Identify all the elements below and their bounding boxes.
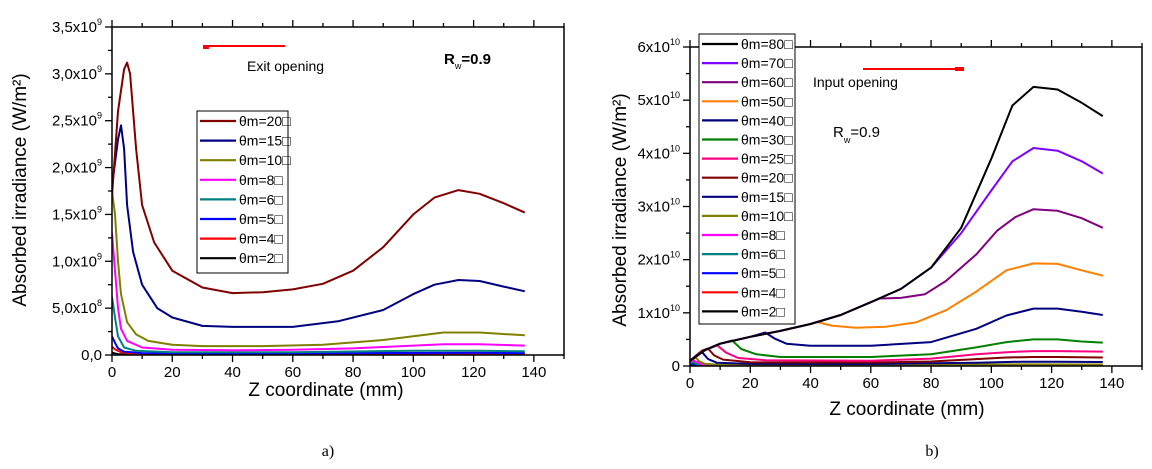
chart-panel-a: 0 20 40 60 80 100 120 140 0,0 5,0x108 1,0x109 1,5x1… (10, 17, 565, 460)
legend-label-b-13: θm=4□ (741, 284, 785, 300)
legend-label-b-0: θm=80□ (741, 36, 793, 52)
rw-value-a: =0.9 (461, 51, 491, 68)
legend-label-b-10: θm=8□ (741, 227, 785, 243)
legend-label-b-11: θm=6□ (741, 246, 785, 262)
exit-opening-label: Exit opening (247, 58, 324, 74)
rw-label-a: Rw=0.9 (444, 51, 491, 71)
y-axis-title-a: Absorbed irradiance (W/m²) (10, 73, 31, 306)
x-tick-label-a: 60 (284, 364, 301, 381)
legend-label-b-4: θm=40□ (741, 112, 793, 128)
x-tick-label-b: 140 (1099, 375, 1124, 392)
y-tick-label-b: 2x1010 (637, 250, 680, 269)
rw-main-b: R (833, 124, 844, 141)
rw-label-b: Rw=0.9 (833, 124, 880, 145)
legend-label-b-6: θm=25□ (741, 151, 793, 167)
exit-opening-arrow (203, 45, 285, 49)
legend-label-b-2: θm=60□ (741, 74, 793, 90)
series-line-a-2 (112, 190, 525, 348)
legend-label-b-9: θm=10□ (741, 208, 793, 224)
panel-caption-a: a) (322, 443, 334, 460)
legend-a: θm=20□ θm=15□ θm=10□ θm=8□ θm=6□ θm=5□ θm=4□ θm… (196, 110, 291, 274)
legend-b: θm=80□ θm=70□ θm=60□ θm=50□ θm=40□ θm=30□ θm=2… (698, 33, 796, 325)
ticks-a: 0 20 40 60 80 100 120 140 0,0 5,0x108 1,0x109 1,5x1… (52, 17, 565, 381)
x-tick-label-b: 80 (923, 375, 940, 392)
rw-sub-a: w (454, 61, 462, 71)
legend-label-b-3: θm=50□ (741, 93, 793, 109)
rw-sub-b: w (843, 135, 851, 145)
input-opening-arrow (863, 67, 964, 71)
rw-main-a: R (444, 51, 455, 68)
series-line-a-5 (112, 335, 525, 355)
chart-panel-b: 0 20 40 60 80 100 120 140 0 1x1010 2x1010 3x1010 4x1… (610, 33, 1143, 460)
legend-label-a-3: θm=8□ (239, 172, 283, 188)
legend-label-a-0: θm=20□ (239, 113, 291, 129)
x-tick-label-a: 0 (108, 364, 116, 381)
x-tick-label-a: 40 (224, 364, 241, 381)
y-tick-label-a: 1,0x109 (52, 251, 102, 270)
x-tick-label-a: 80 (345, 364, 362, 381)
y-tick-label-a: 2,5x109 (52, 111, 102, 130)
x-tick-label-b: 20 (742, 375, 759, 392)
y-tick-label-a: 3,5x109 (52, 17, 102, 36)
rw-value-b: =0.9 (850, 124, 880, 141)
legend-label-b-1: θm=70□ (741, 55, 793, 71)
panel-caption-b: b) (925, 443, 938, 460)
x-tick-label-a: 20 (164, 364, 181, 381)
legend-label-a-7: θm=2□ (239, 250, 283, 266)
x-tick-label-b: 120 (1039, 375, 1064, 392)
ticks-b: 0 20 40 60 80 100 120 140 0 1x1010 2x1010 3x1010 4x1… (637, 37, 1143, 392)
series-line-a-1 (112, 124, 526, 328)
y-tick-label-b: 4x1010 (637, 143, 680, 162)
y-tick-label-a: 1,5x109 (52, 204, 102, 223)
x-tick-label-b: 100 (979, 375, 1004, 392)
legend-label-a-4: θm=6□ (239, 191, 283, 207)
y-tick-label-b: 0 (672, 358, 680, 375)
y-tick-label-a: 5,0x108 (52, 298, 102, 317)
y-tick-label-b: 5x1010 (637, 90, 680, 109)
series-line-a-3 (112, 233, 525, 352)
legend-label-b-14: θm=2□ (741, 303, 785, 319)
y-tick-label-b: 6x1010 (637, 37, 680, 56)
y-tick-label-b: 1x1010 (637, 303, 680, 322)
y-tick-label-a: 2,0x109 (52, 158, 102, 177)
x-tick-label-b: 40 (802, 375, 819, 392)
x-tick-label-a: 140 (521, 364, 546, 381)
legend-label-a-2: θm=10□ (239, 152, 291, 168)
x-tick-label-b: 0 (686, 375, 694, 392)
legend-label-b-7: θm=20□ (741, 170, 793, 186)
legend-label-a-1: θm=15□ (239, 133, 291, 149)
legend-label-b-12: θm=5□ (741, 265, 785, 281)
series-line-a-0 (112, 61, 526, 295)
y-axis-title-b: Absorbed irradiance (W/m²) (610, 93, 631, 326)
series-line-b-9 (690, 356, 1103, 366)
x-axis-title-b: Z coordinate (mm) (829, 399, 984, 420)
legend-label-a-5: θm=5□ (239, 211, 283, 227)
y-tick-label-a: 0,0 (81, 347, 102, 364)
series-line-b-0 (690, 85, 1104, 362)
legend-label-b-5: θm=30□ (741, 132, 793, 148)
y-tick-label-b: 3x1010 (637, 197, 680, 216)
x-tick-label-a: 100 (401, 364, 426, 381)
y-tick-label-a: 3,0x109 (52, 64, 102, 83)
legend-label-a-6: θm=4□ (239, 231, 283, 247)
x-axis-title-a: Z coordinate (mm) (248, 380, 403, 401)
series-line-a-4 (112, 296, 525, 354)
legend-label-b-8: θm=15□ (741, 189, 793, 205)
x-tick-label-a: 120 (461, 364, 486, 381)
input-opening-label: Input opening (813, 74, 898, 90)
x-tick-label-b: 60 (862, 375, 879, 392)
legend-box-a (196, 110, 289, 274)
